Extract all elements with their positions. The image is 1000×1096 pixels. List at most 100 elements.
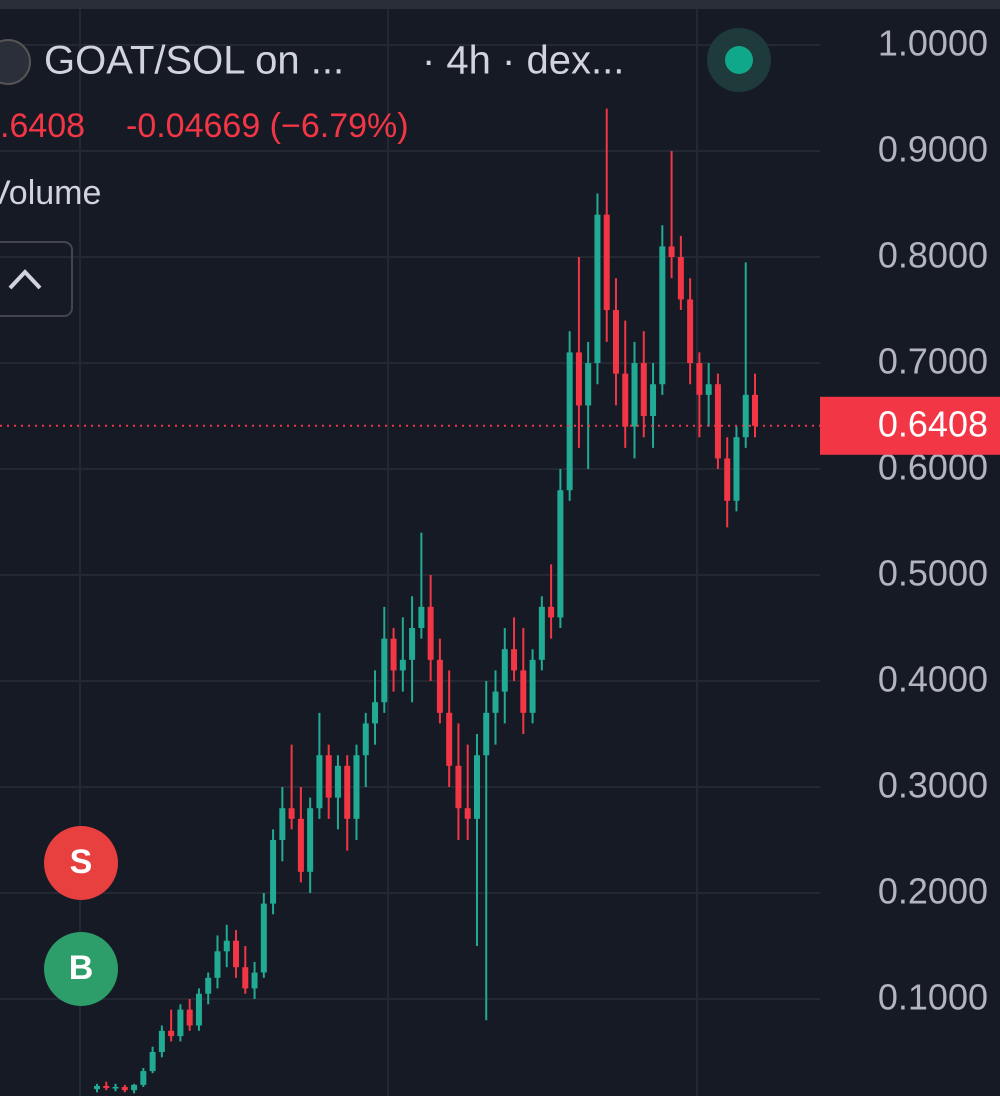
candle-body (501, 649, 508, 692)
candle-body (668, 246, 675, 258)
candle-body (362, 723, 369, 756)
candle-body (177, 1009, 184, 1037)
candle-body (334, 765, 341, 798)
candle-body (492, 691, 499, 713)
y-tick-label: 0.4000 (878, 659, 988, 700)
candle-body (520, 670, 527, 713)
candle-body (214, 951, 221, 978)
candle-body (140, 1071, 147, 1085)
candle-body (279, 808, 286, 841)
candle-body (409, 628, 416, 660)
price-change: -0.04669 (−6.79%) (126, 107, 409, 145)
volume-legend[interactable]: Volume (0, 174, 101, 212)
candle-body (714, 384, 721, 459)
candle-body (631, 363, 638, 427)
interval-exchange[interactable]: · 4h · dex... (422, 39, 624, 83)
y-tick-label: 0.3000 (878, 765, 988, 806)
candle-body (131, 1084, 138, 1091)
candle-body (344, 765, 351, 819)
candle-body (742, 394, 749, 438)
candle-body (622, 373, 629, 427)
last-price-text: .6408 (0, 107, 85, 145)
candle-body (603, 214, 610, 311)
candle-body (390, 638, 397, 671)
candle-body (353, 755, 360, 819)
candle-body (195, 993, 202, 1026)
candle-body (594, 214, 601, 364)
candle-body (427, 606, 434, 660)
candle-body (121, 1086, 128, 1091)
sell-label: S (70, 843, 93, 881)
candle-body (381, 638, 388, 703)
candle-body (538, 606, 545, 660)
candle-body (260, 903, 267, 973)
plot (0, 44, 820, 1094)
candle-body (705, 384, 712, 395)
candle-body (557, 490, 564, 618)
candle-body (233, 940, 240, 968)
candle-body (399, 659, 406, 671)
candle-body (677, 257, 684, 300)
buy-label: B (69, 949, 94, 987)
last-price-label: 0.6408 (878, 403, 988, 444)
y-tick-label: 1.0000 (878, 23, 988, 64)
candle-body (242, 967, 249, 989)
candle-body (464, 808, 471, 819)
candle-body (418, 606, 425, 629)
y-tick-label: 0.7000 (878, 341, 988, 382)
candle-body (288, 808, 295, 819)
candle-body (186, 1009, 193, 1026)
y-tick-label: 0.5000 (878, 553, 988, 594)
candle-body (566, 352, 573, 491)
last-price-box (820, 396, 1000, 455)
collapse-button[interactable] (0, 241, 73, 317)
candle-body (372, 702, 379, 724)
y-tick-label: 0.2000 (878, 871, 988, 912)
symbol-title[interactable]: GOAT/SOL on ... (44, 39, 344, 83)
candle-body (325, 755, 332, 798)
candle-body (640, 363, 647, 417)
buy-marker[interactable]: B (44, 932, 118, 1006)
candle-body (223, 940, 230, 952)
candle-body (659, 246, 666, 385)
candle-body (297, 818, 304, 872)
candle-body (511, 649, 518, 671)
candle-body (94, 1085, 100, 1090)
candle-body (650, 384, 657, 417)
candle-body (724, 458, 731, 501)
candle-body (455, 765, 462, 809)
candle-body (585, 363, 592, 406)
candle-body (205, 977, 212, 994)
candle-body (575, 352, 582, 406)
status-dot (725, 46, 753, 74)
candle-body (270, 840, 277, 904)
candle-body (752, 394, 758, 426)
candle-body (316, 755, 323, 809)
candle-body (733, 437, 740, 501)
price-axis: 0.10000.20000.30000.40000.50000.60000.70… (820, 23, 1000, 1018)
candle-body (251, 972, 258, 989)
candle-body (612, 310, 619, 374)
candle-body (473, 755, 480, 819)
y-tick-label: 0.9000 (878, 129, 988, 170)
top-bar (0, 0, 1000, 9)
buy-circle (44, 932, 118, 1006)
candle-body (112, 1086, 119, 1089)
candle-body (529, 659, 536, 713)
candle-body (307, 808, 314, 872)
y-tick-label: 0.8000 (878, 235, 988, 276)
candle-body (483, 712, 490, 756)
y-tick-label: 0.1000 (878, 977, 988, 1018)
candle-body (436, 659, 443, 713)
candle-body (158, 1030, 165, 1053)
chevron-icon (8, 269, 42, 290)
candle-body (548, 606, 555, 618)
sell-marker[interactable]: S (44, 826, 118, 900)
symbol-icon (0, 39, 31, 85)
grid (79, 9, 698, 1096)
candle-body (149, 1052, 156, 1072)
candle-body (687, 299, 694, 364)
